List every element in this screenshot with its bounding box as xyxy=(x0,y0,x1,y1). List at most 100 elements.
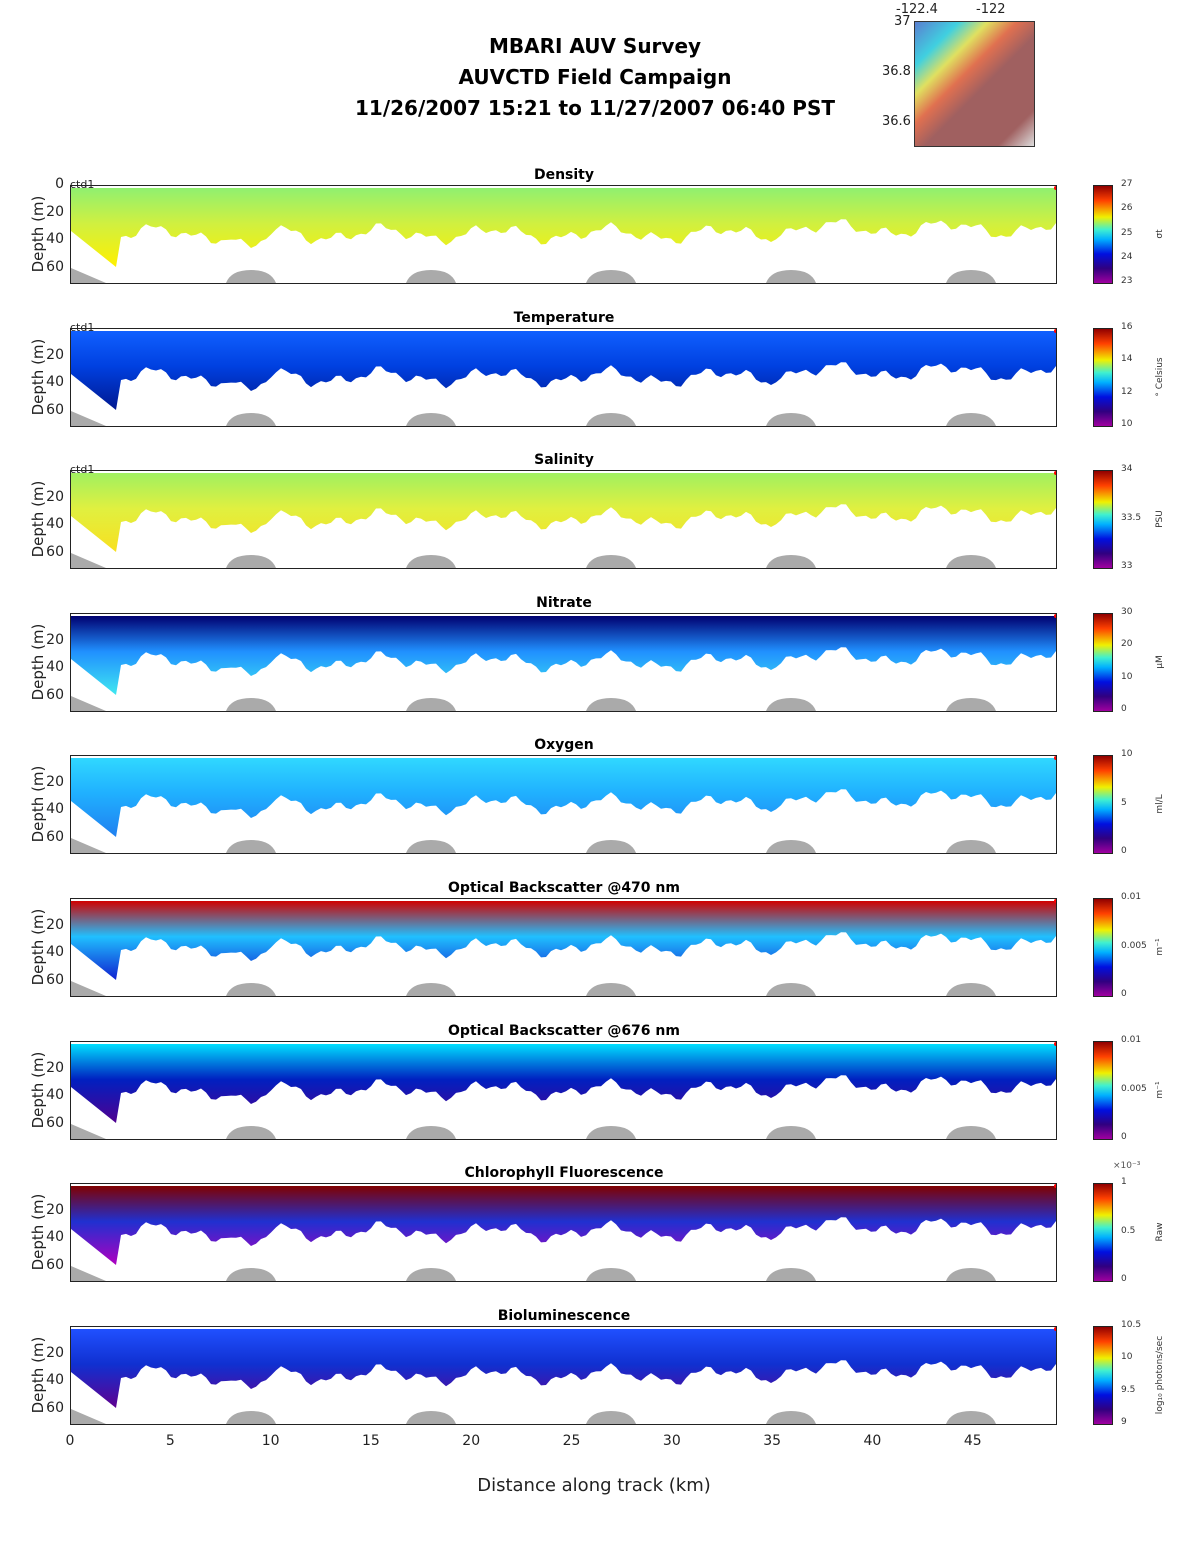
title-line-3: 11/26/2007 15:21 to 11/27/2007 06:40 PST xyxy=(354,96,836,120)
colorbar-unit: ° Celsius xyxy=(1155,357,1165,397)
section-plot xyxy=(70,898,1057,997)
end-marker xyxy=(1054,1042,1056,1046)
x-tick: 15 xyxy=(361,1433,380,1449)
colorbar-tick: 34 xyxy=(1121,464,1133,474)
y-tick: 20 xyxy=(46,488,64,505)
seafloor-marker xyxy=(586,983,636,996)
seafloor-marker xyxy=(946,413,996,426)
seafloor-marker xyxy=(226,1268,276,1281)
colorbar-tick: 0.01 xyxy=(1121,892,1142,902)
seafloor-marker xyxy=(226,413,276,426)
map-lon-tick: -122.4 xyxy=(896,2,938,17)
seafloor-marker xyxy=(946,270,996,283)
seafloor-wedge xyxy=(71,268,106,283)
seafloor-marker xyxy=(586,270,636,283)
y-tick: 20 xyxy=(46,773,64,790)
location-map xyxy=(914,21,1035,147)
y-tick: 20 xyxy=(46,1201,64,1218)
data-section-fill xyxy=(71,1329,1056,1408)
colorbar-tick: 0 xyxy=(1121,846,1127,856)
colorbar-unit: log₁₀ photons/sec xyxy=(1155,1335,1165,1415)
data-section-fill xyxy=(71,188,1056,267)
section-plot xyxy=(70,1183,1057,1282)
seafloor-marker xyxy=(766,1126,816,1139)
seafloor-marker xyxy=(766,413,816,426)
colorbar-tick: 10 xyxy=(1121,671,1133,682)
colorbar-tick: 33.5 xyxy=(1121,512,1142,523)
y-tick: 60 xyxy=(46,543,64,560)
x-tick: 0 xyxy=(65,1433,75,1449)
seafloor-marker xyxy=(586,698,636,711)
seafloor-wedge xyxy=(71,411,106,426)
map-lat-tick: 36.8 xyxy=(882,64,911,79)
colorbar-exponent: ×10⁻³ xyxy=(1113,1161,1141,1171)
seafloor-wedge xyxy=(71,1124,106,1139)
colorbar-tick: 14 xyxy=(1121,354,1133,365)
section-plot xyxy=(70,613,1057,712)
seafloor-marker xyxy=(406,1268,456,1281)
data-section-fill xyxy=(71,758,1056,837)
colorbar-tick: 26 xyxy=(1121,203,1133,214)
colorbar-tick: 30 xyxy=(1121,607,1133,617)
colorbar-tick: 0.5 xyxy=(1121,1225,1136,1236)
seafloor-marker xyxy=(226,698,276,711)
seafloor-marker xyxy=(406,698,456,711)
colorbar xyxy=(1093,1326,1113,1425)
data-section-fill xyxy=(71,616,1056,695)
map-lat-tick: 36.6 xyxy=(882,114,911,129)
colorbar-tick: 33 xyxy=(1121,561,1133,571)
seafloor-marker xyxy=(406,840,456,853)
seafloor-marker xyxy=(766,840,816,853)
colorbar xyxy=(1093,185,1113,284)
seafloor-marker xyxy=(406,270,456,283)
seafloor-marker xyxy=(946,840,996,853)
end-marker xyxy=(1054,186,1056,190)
panel-title: Bioluminescence xyxy=(497,1308,631,1324)
y-tick: 40 xyxy=(46,659,64,675)
panel-title: Chlorophyll Fluorescence xyxy=(464,1165,664,1181)
y-tick: 60 xyxy=(46,1256,64,1273)
colorbar xyxy=(1093,470,1113,569)
seafloor-marker xyxy=(406,1126,456,1139)
colorbar xyxy=(1093,328,1113,427)
end-marker xyxy=(1054,329,1056,333)
panel-title: Optical Backscatter @470 nm xyxy=(448,880,680,896)
y-tick: 40 xyxy=(46,944,64,960)
colorbar xyxy=(1093,613,1113,712)
panel-title: Optical Backscatter @676 nm xyxy=(448,1023,680,1039)
seafloor-wedge xyxy=(71,1409,106,1424)
x-tick: 25 xyxy=(562,1433,581,1449)
seafloor-marker xyxy=(586,1126,636,1139)
y-tick: 40 xyxy=(46,1229,64,1245)
seafloor-marker xyxy=(766,983,816,996)
colorbar-unit: σt xyxy=(1155,229,1165,239)
panel-title: Nitrate xyxy=(536,595,592,611)
seafloor-marker xyxy=(226,840,276,853)
seafloor-marker xyxy=(946,1268,996,1281)
y-tick: 40 xyxy=(46,1372,64,1388)
colorbar-tick: 0 xyxy=(1121,1132,1127,1142)
seafloor-marker xyxy=(946,698,996,711)
y-tick: 60 xyxy=(46,971,64,988)
seafloor-marker xyxy=(406,1411,456,1424)
y-tick: 40 xyxy=(46,231,64,247)
seafloor-marker xyxy=(226,1126,276,1139)
colorbar-tick: 10 xyxy=(1121,749,1133,759)
seafloor-wedge xyxy=(71,981,106,996)
data-section-fill xyxy=(71,901,1056,980)
colorbar-tick: 9 xyxy=(1121,1417,1127,1427)
seafloor-wedge xyxy=(71,1266,106,1281)
colorbar-tick: 1 xyxy=(1121,1177,1127,1187)
panel-title: Oxygen xyxy=(534,737,594,753)
end-marker xyxy=(1054,1327,1056,1331)
colorbar-tick: 0 xyxy=(1121,989,1127,999)
ctd-label: ctd1 xyxy=(70,178,95,191)
colorbar-unit: Raw xyxy=(1155,1222,1165,1242)
colorbar xyxy=(1093,1183,1113,1282)
seafloor-marker xyxy=(586,1268,636,1281)
seafloor-marker xyxy=(406,983,456,996)
colorbar-tick: 24 xyxy=(1121,251,1133,262)
data-section-fill xyxy=(71,1044,1056,1123)
colorbar xyxy=(1093,1041,1113,1140)
